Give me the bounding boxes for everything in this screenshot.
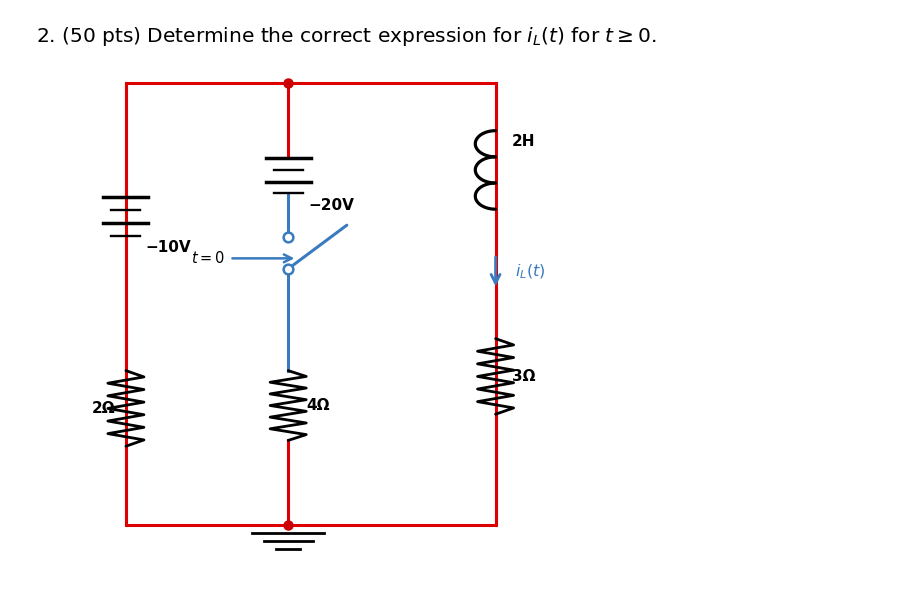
Text: −10V: −10V	[146, 240, 191, 255]
Text: $i_L(t)$: $i_L(t)$	[515, 263, 546, 281]
Text: 2H: 2H	[511, 133, 535, 149]
Text: 2Ω: 2Ω	[91, 401, 115, 416]
Text: $t = 0$: $t = 0$	[191, 250, 225, 266]
Text: 4Ω: 4Ω	[307, 398, 329, 413]
Text: 2. (50 pts) Determine the correct expression for $i_L(t)$ for $t \geq 0$.: 2. (50 pts) Determine the correct expres…	[35, 25, 656, 48]
Text: −20V: −20V	[308, 198, 354, 213]
Text: 3Ω: 3Ω	[511, 369, 535, 384]
